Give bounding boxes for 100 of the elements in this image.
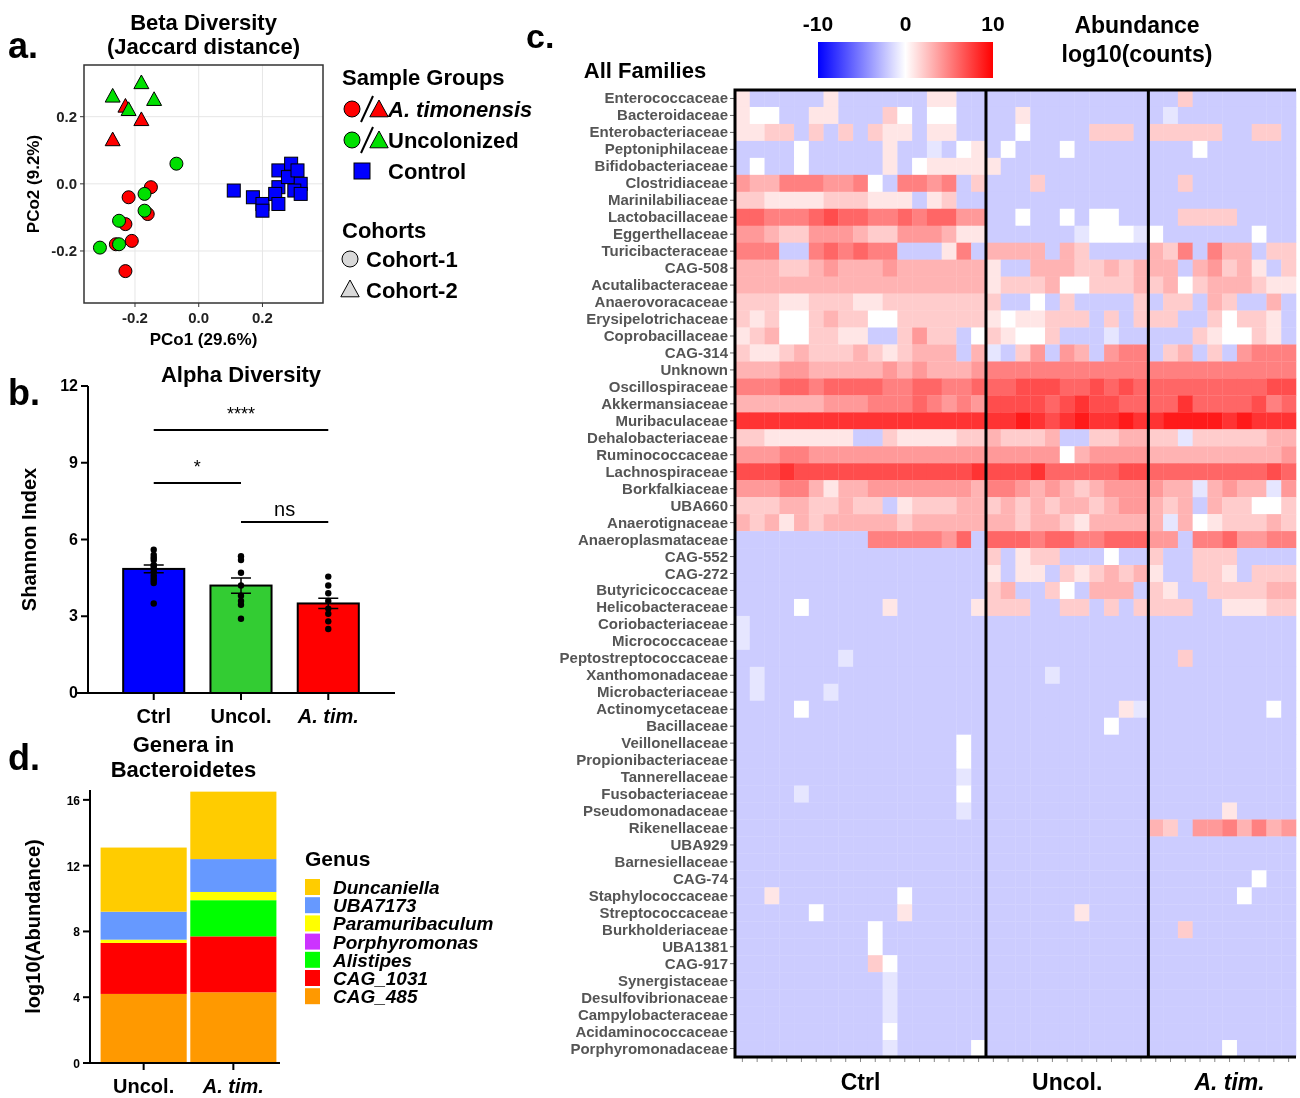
text: a.: [8, 25, 39, 66]
y-tick-label: Lactobacillaceae: [607, 208, 728, 226]
x-tick-label: 0.0: [188, 309, 210, 326]
y-tick-label: Anaeroplasmataceae: [577, 530, 728, 548]
legend-label: A. timonensis: [387, 97, 533, 122]
x-tick-label: Ctrl: [840, 1069, 881, 1095]
y-tick-label: Eggerthellaceae: [612, 225, 728, 243]
y-tick-label: Bacteroidaceae: [617, 106, 728, 124]
text: Cohort-1: [366, 247, 458, 272]
y-tick-label: Microbacteriaceae: [597, 683, 728, 701]
chart-title: Beta Diversity: [130, 10, 278, 35]
y-tick-label: Bacillaceae: [646, 717, 728, 735]
x-tick-label: Uncol.: [113, 1075, 175, 1097]
legend-title: Sample Groups: [342, 65, 505, 90]
y-tick-label: 0: [69, 684, 79, 701]
legend-label: Uncolonized: [388, 128, 519, 153]
y-tick-label: Barnesiellaceae: [614, 852, 728, 870]
x-tick-label: A. tim.: [201, 1075, 264, 1097]
annotation: ns: [274, 498, 296, 520]
y-tick-label: Erysipelotrichaceae: [586, 310, 728, 328]
y-tick-label: Staphylococcaceae: [588, 886, 728, 904]
y-tick-label: Streptococcaceae: [599, 903, 728, 921]
legend-label: CAG_485: [333, 986, 418, 1008]
y-tick-label: 12: [66, 859, 81, 874]
text: b.: [8, 372, 40, 413]
y-tick-label: Marinilabiliaceae: [607, 191, 728, 209]
y-tick-label: Bifidobacteriaceae: [594, 157, 728, 175]
annotation: ****: [226, 404, 256, 424]
chart-subtitle: (Jaccard distance): [106, 34, 301, 59]
y-tick-label: 3: [69, 607, 79, 625]
y-tick-label: 9: [69, 453, 79, 471]
chart-title: Alpha Diversity: [160, 362, 322, 387]
y-tick-label: Tannerellaceae: [620, 768, 728, 786]
y-tick-label: Campylobacteraceae: [577, 1005, 728, 1023]
y-tick-label: CAG-917: [664, 954, 728, 972]
y-tick-label: 0.2: [56, 107, 77, 125]
legend-label: Control: [388, 159, 467, 184]
y-tick-label: Dehalobacteriaceae: [587, 428, 728, 446]
y-tick-label: 16: [66, 793, 81, 808]
y-tick-label: UBA929: [670, 835, 728, 853]
y-tick-label: CAG-508: [664, 259, 728, 277]
color-bar-label: 0: [899, 12, 912, 35]
y-tick-label: Synergistaceae: [617, 971, 728, 989]
y-tick-label: CAG-552: [664, 547, 728, 565]
y-tick-label: CAG-74: [672, 869, 729, 887]
y-tick-label: Xanthomonadaceae: [586, 666, 728, 684]
y-tick-label: UBA1381: [662, 937, 728, 955]
y-tick-label: Akkermansiaceae: [601, 394, 728, 412]
chart-title: Genera in Bacteroidetes: [110, 732, 257, 782]
y-tick-label: Enterobacteriaceae: [589, 123, 728, 141]
y-tick-label: Rikenellaceae: [628, 818, 728, 836]
x-tick-label: Uncol.: [1032, 1069, 1103, 1095]
y-tick-label: Peptostreptococcaceae: [559, 649, 728, 667]
y-tick-label: Turicibacteraceae: [601, 242, 728, 260]
y-tick-label: Propionibacteriaceae: [576, 751, 728, 769]
chart-title: All Families: [583, 58, 707, 83]
y-tick-label: Anaerovoracaceae: [594, 293, 728, 311]
x-tick-label: A. tim.: [1193, 1069, 1265, 1095]
y-tick-label: Clostridiaceae: [625, 174, 728, 192]
y-tick-label: Micrococcaceae: [612, 632, 728, 650]
x-tick-label: A. tim.: [296, 705, 359, 727]
y-tick-label: Coriobacteriaceae: [597, 615, 728, 633]
y-tick-label: Desulfovibrionaceae: [581, 988, 728, 1006]
y-tick-label: Acutalibacteraceae: [591, 276, 728, 294]
y-tick-label: Enterococcaceae: [604, 89, 728, 107]
y-tick-label: Peptoniphilaceae: [604, 140, 728, 158]
y-tick-label: 8: [73, 925, 81, 940]
y-axis-title: log10(Abundance): [22, 839, 44, 1014]
y-tick-label: -0.2: [51, 241, 77, 259]
y-tick-label: Unknown: [660, 360, 728, 378]
legend-label: Duncaniella: [333, 877, 441, 898]
color-bar-label: 10: [981, 12, 1005, 35]
annotation: *: [193, 457, 201, 477]
y-tick-label: 4: [73, 991, 81, 1006]
y-axis-title: PCo2 (9.2%): [24, 134, 43, 234]
y-tick-label: Ruminococcaceae: [596, 445, 728, 463]
text: d.: [8, 737, 40, 778]
y-tick-label: Oscillospiraceae: [608, 377, 728, 395]
y-tick-label: Pseudomonadaceae: [582, 802, 728, 820]
text: c.: [526, 17, 555, 55]
y-tick-label: 0.0: [56, 174, 77, 192]
text: Cohorts: [342, 218, 427, 243]
x-axis-title: PCo1 (29.6%): [149, 330, 258, 349]
y-tick-label: Veillonellaceae: [621, 734, 728, 752]
y-tick-label: Anaerotignaceae: [607, 513, 728, 531]
x-tick-label: -0.2: [122, 309, 148, 326]
x-tick-label: 0.2: [252, 309, 273, 326]
y-tick-label: 6: [69, 530, 79, 548]
text: Cohort-2: [366, 278, 458, 303]
y-tick-label: Borkfalkiaceae: [622, 479, 728, 497]
y-tick-label: CAG-272: [664, 564, 728, 582]
y-tick-label: 0: [73, 1057, 81, 1071]
y-tick-label: Butyricicoccaceae: [596, 581, 728, 599]
x-tick-label: Ctrl: [136, 705, 171, 727]
color-bar-title: Abundance log10(counts): [1061, 12, 1213, 67]
y-tick-label: Muribaculaceae: [615, 411, 728, 429]
y-tick-label: Porphyromonadaceae: [570, 1039, 728, 1057]
x-tick-label: Uncol.: [210, 705, 272, 727]
y-tick-label: Fusobacteriaceae: [601, 785, 728, 803]
y-tick-label: UBA660: [670, 496, 728, 514]
